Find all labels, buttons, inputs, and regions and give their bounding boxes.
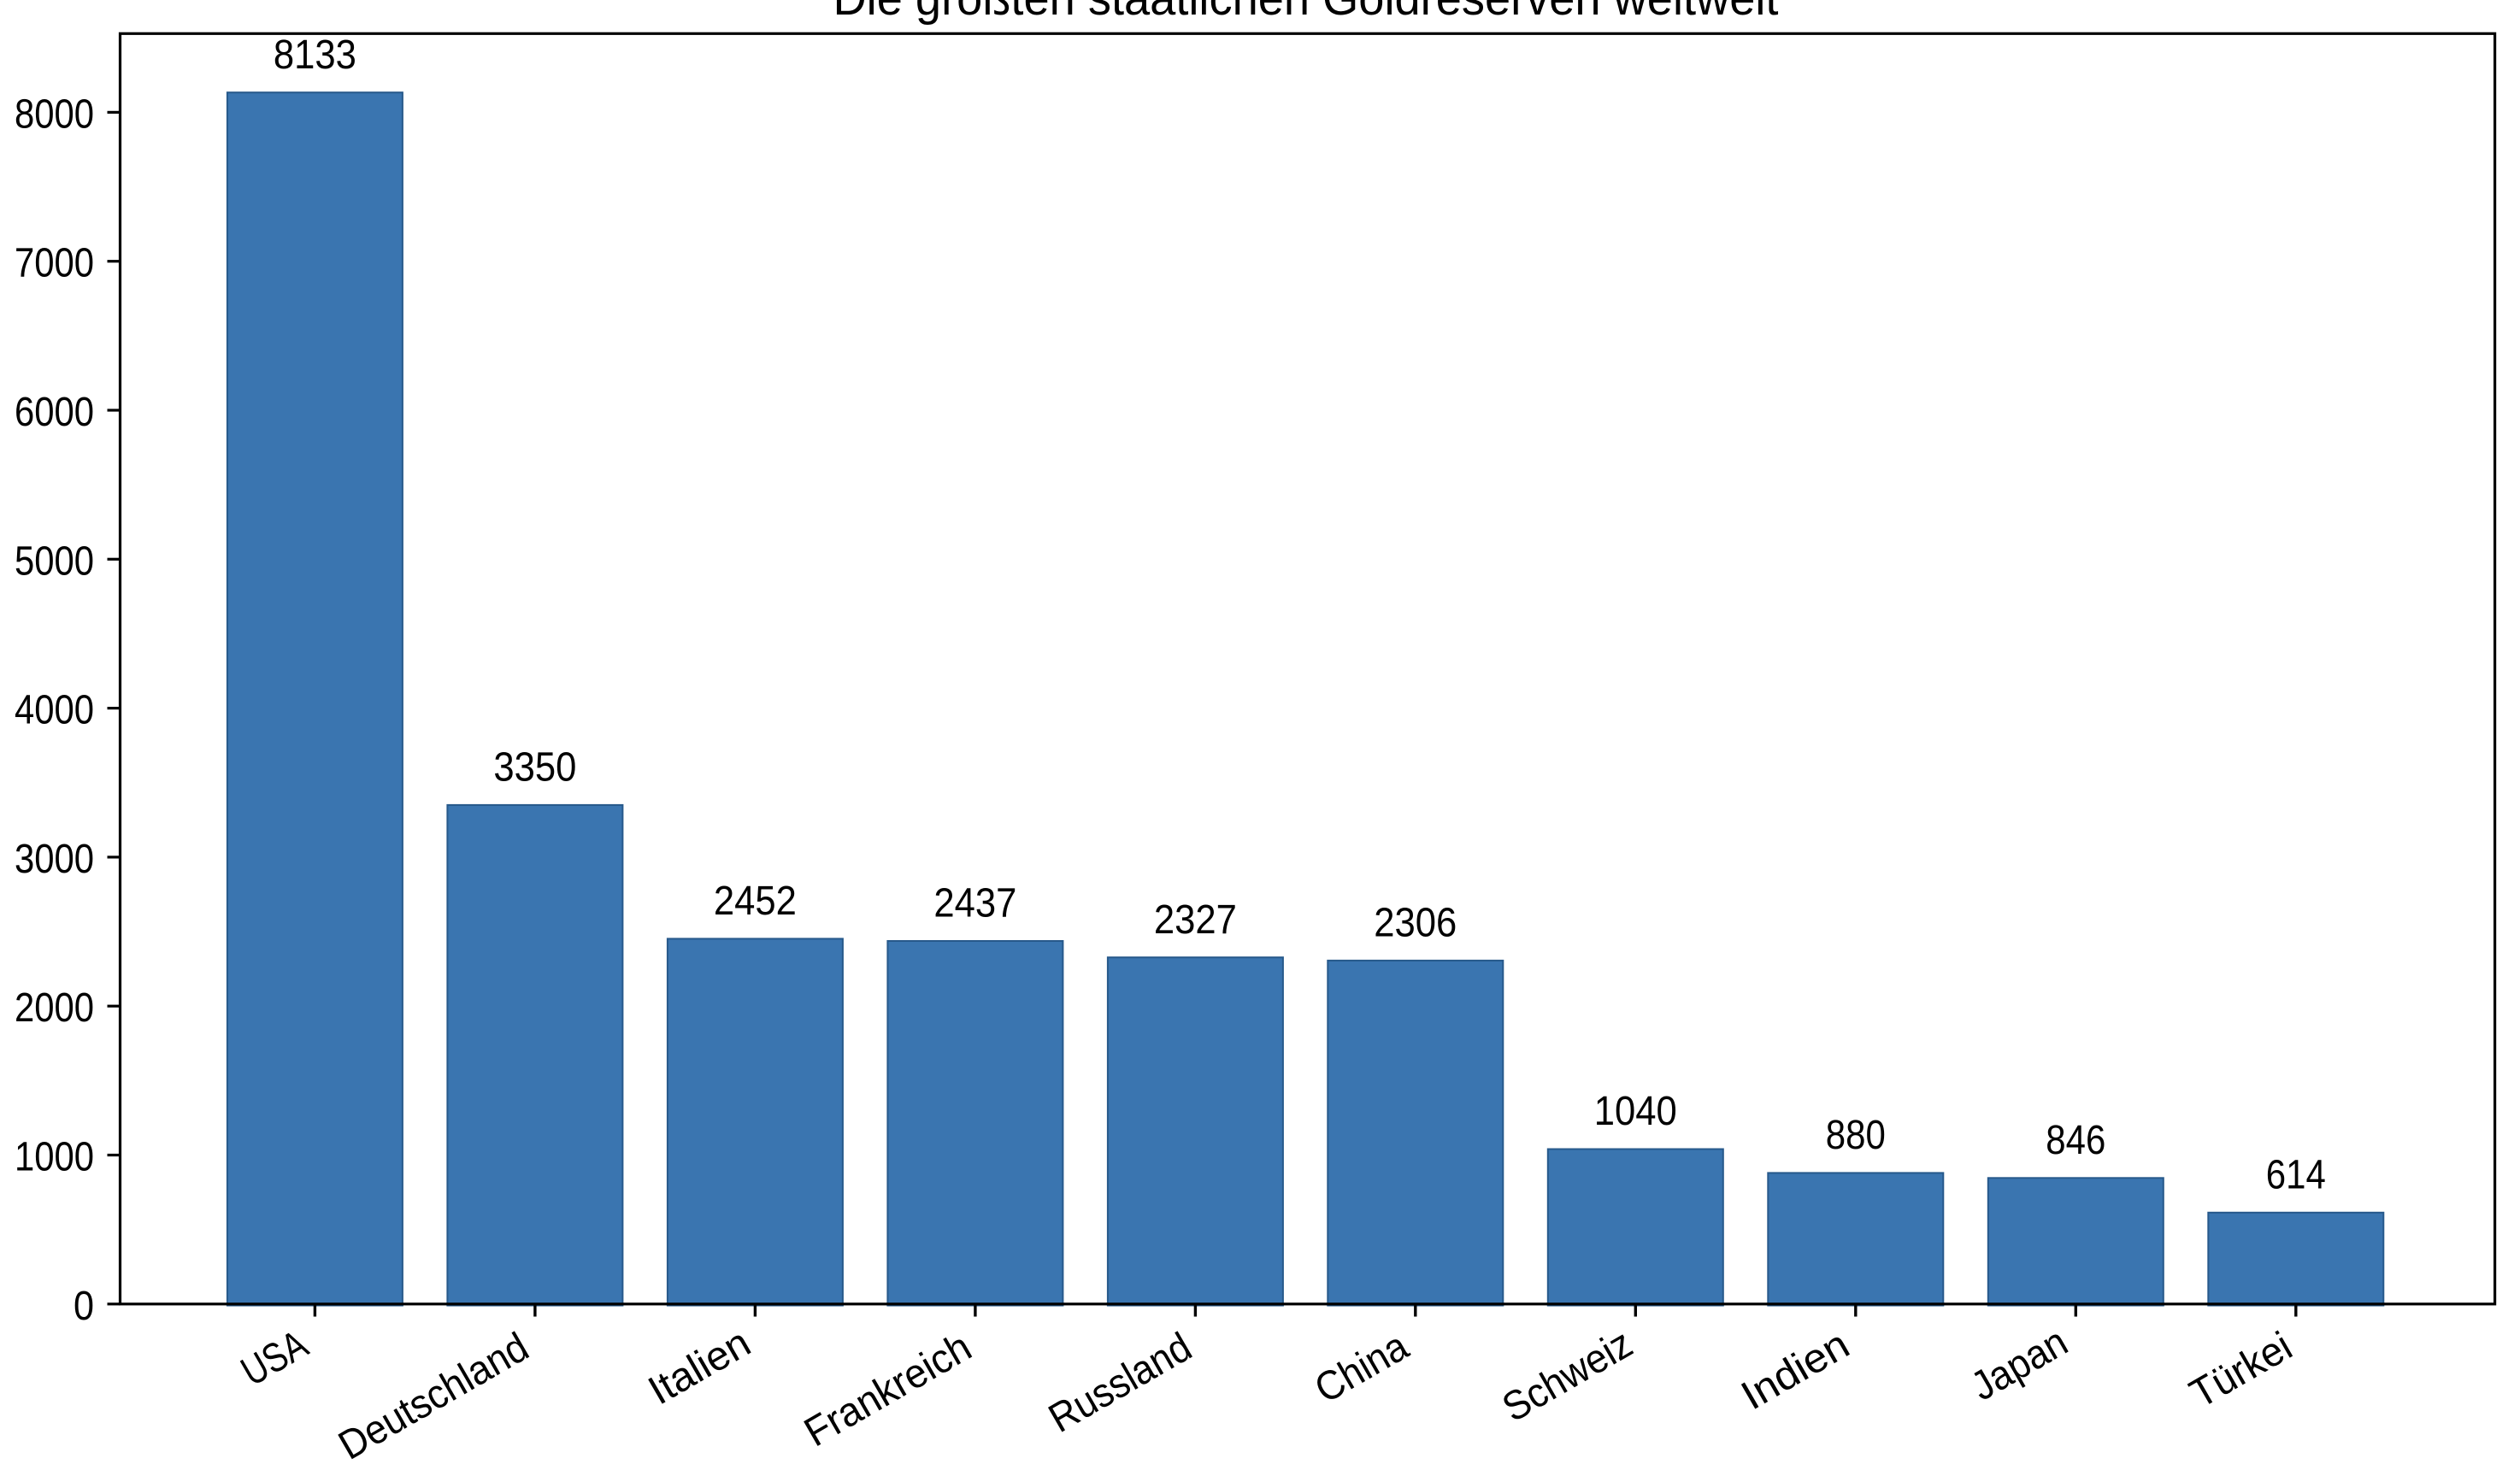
svg-text:8133: 8133: [274, 32, 356, 78]
svg-text:Die größten staatlichen Goldre: Die größten staatlichen Goldreserven wel…: [833, 0, 1779, 26]
svg-text:2000: 2000: [15, 985, 94, 1031]
svg-text:2437: 2437: [933, 881, 1016, 926]
svg-text:7000: 7000: [15, 241, 94, 286]
svg-text:8000: 8000: [15, 91, 94, 137]
svg-text:4000: 4000: [15, 688, 94, 733]
svg-text:3350: 3350: [493, 745, 576, 791]
svg-text:3000: 3000: [15, 837, 94, 882]
svg-text:0: 0: [74, 1284, 94, 1329]
svg-text:2327: 2327: [1154, 897, 1237, 943]
svg-text:5000: 5000: [15, 538, 94, 584]
svg-text:2306: 2306: [1374, 901, 1457, 946]
svg-text:614: 614: [2266, 1152, 2326, 1197]
svg-text:2452: 2452: [714, 879, 797, 924]
svg-text:1040: 1040: [1594, 1089, 1677, 1134]
svg-text:6000: 6000: [15, 390, 94, 435]
svg-text:880: 880: [1826, 1113, 1886, 1158]
svg-text:846: 846: [2046, 1118, 2105, 1163]
svg-text:1000: 1000: [15, 1135, 94, 1180]
